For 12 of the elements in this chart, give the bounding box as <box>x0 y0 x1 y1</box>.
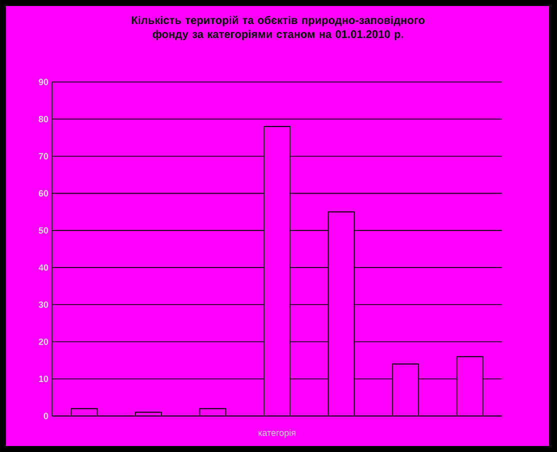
y-tick-label: 70 <box>38 153 48 160</box>
y-tick-label: 0 <box>44 412 48 420</box>
y-tick-label: 30 <box>38 301 48 308</box>
y-tick-label: 90 <box>38 78 48 86</box>
chart-title: Кількість територій та обєктів природно-заповідного фонду за категоріями станом на 01.01.2010 р. <box>132 16 425 40</box>
y-tick-label: 40 <box>38 264 48 271</box>
y-tick-label: 10 <box>39 376 48 382</box>
y-tick-label: 80 <box>38 116 48 122</box>
y-tick-label: 60 <box>38 190 48 197</box>
y-tick-label: 50 <box>38 227 48 234</box>
y-tick-label: 20 <box>38 338 48 345</box>
x-axis-title: категорія <box>258 429 296 438</box>
